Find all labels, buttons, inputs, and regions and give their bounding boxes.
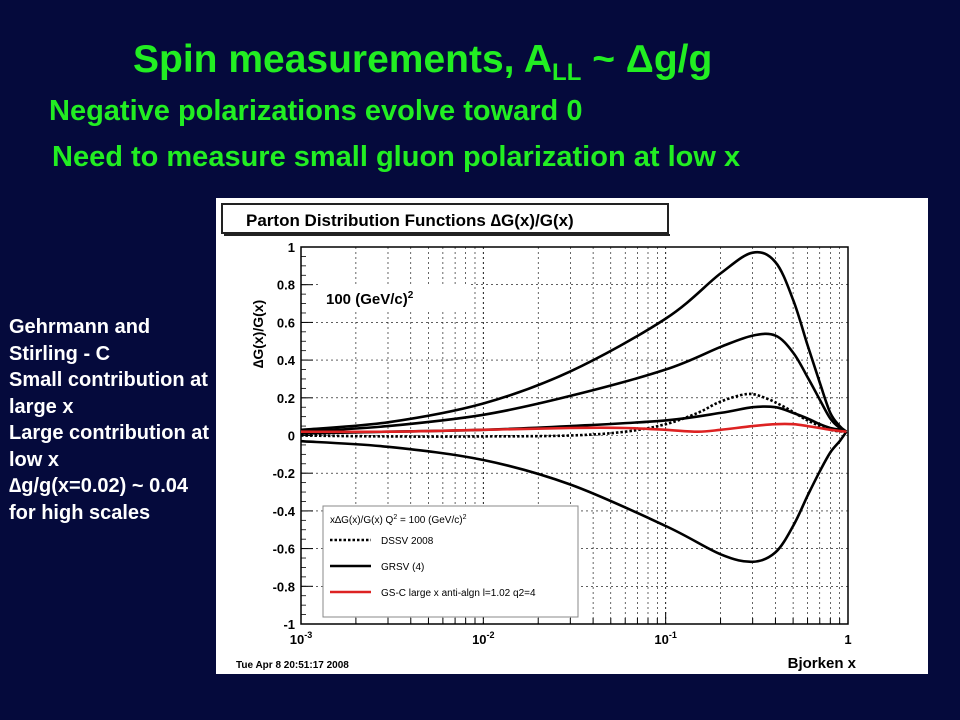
slide-title-main: Spin measurements, A: [133, 38, 553, 81]
x-tick-label: 10-3: [290, 630, 312, 647]
series-line-2: [300, 250, 848, 433]
scale-annotation: 100 (GeV/c)2: [326, 290, 414, 308]
y-tick-label: 0.6: [277, 315, 295, 330]
x-axis-label: Bjorken x: [788, 655, 857, 672]
slide-title-subscript: LL: [552, 59, 582, 86]
slide-subtitle-2: Need to measure small gluon polarization…: [52, 141, 741, 173]
x-tick-exponent: -2: [487, 630, 495, 640]
series-line-5: [300, 430, 848, 564]
chart-svg: Parton Distribution Functions ∆G(x)/G(x)…: [216, 198, 928, 674]
chart-panel: Parton Distribution Functions ∆G(x)/G(x)…: [216, 198, 928, 674]
y-tick-label: 0: [288, 429, 295, 444]
slide-subtitle-1: Negative polarizations evolve toward 0: [49, 95, 583, 127]
axis-layer: 10.80.60.40.20-0.2-0.4-0.6-0.8-110-3 10-2…: [273, 240, 852, 647]
series-line-6: [300, 422, 847, 434]
legend-box: [322, 505, 579, 618]
y-tick-label: -0.4: [273, 504, 296, 519]
legend-label: DSSV 2008: [381, 536, 434, 547]
y-tick-label: 0.2: [277, 391, 295, 406]
x-tick-base: 10: [290, 632, 304, 647]
x-tick-base: 10: [654, 632, 668, 647]
y-tick-label: -1: [283, 617, 295, 632]
annotation-box: [320, 284, 470, 312]
x-tick-exponent: -1: [669, 630, 677, 640]
slide-title-tail: ~ Δg/g: [581, 38, 713, 81]
note-item: Large contribution at low x: [9, 422, 209, 471]
y-tick-label: 0.4: [277, 353, 296, 368]
legend-header: x∆G(x)/G(x) Q2 = 100 (GeV/c)2: [330, 514, 467, 526]
legend-entries: DSSV 2008 GRSV (4) GS-C large x anti-algn …: [330, 536, 536, 599]
timestamp: Tue Apr 8 20:51:17 2008: [236, 660, 349, 671]
legend-header-mid: = 100 (GeV/c): [397, 515, 462, 526]
legend-label: GRSV (4): [381, 562, 424, 573]
series-layer: [300, 250, 848, 564]
side-notes: Gehrmann and Stirling - C Small contribu…: [9, 314, 209, 526]
y-tick-label: -0.8: [273, 579, 295, 594]
note-item: ∆g/g(x=0.02) ~ 0.04 for high scales: [9, 475, 188, 524]
y-tick-label: 0.8: [277, 278, 295, 293]
x-tick-label: 1: [844, 632, 851, 647]
chart-title: Parton Distribution Functions ∆G(x)/G(x): [246, 211, 574, 230]
scale-annotation-text: 100 (GeV/c): [326, 291, 408, 308]
y-tick-label: -0.6: [273, 542, 295, 557]
x-tick-base: 1: [844, 632, 851, 647]
note-item: Gehrmann and Stirling - C: [9, 316, 151, 365]
legend-header-exp-1: 2: [393, 514, 397, 521]
chart-legend: x∆G(x)/G(x) Q2 = 100 (GeV/c)2 DSSV 2008G…: [322, 505, 579, 618]
series-line-3: [300, 332, 848, 433]
title-box: [221, 203, 669, 234]
legend-label: GS-C large x anti-algn l=1.02 q2=4: [381, 588, 536, 599]
slide-title: Spin measurements, ALL ~ Δg/g: [133, 38, 713, 85]
legend-header-main: x∆G(x)/G(x) Q: [330, 515, 394, 526]
y-tick-label: 1: [288, 240, 295, 255]
note-item: Small contribution at large x: [9, 369, 208, 418]
y-axis-label: ∆G(x)/G(x): [250, 300, 266, 368]
legend-header-exp-2: 2: [463, 514, 467, 521]
x-tick-label: 10-2: [472, 630, 494, 647]
scale-annotation-exp: 2: [408, 290, 414, 301]
x-tick-exponent: -3: [304, 630, 312, 640]
y-tick-label: -0.2: [273, 466, 295, 481]
x-tick-base: 10: [472, 632, 486, 647]
x-tick-label: 10-1: [654, 630, 676, 647]
